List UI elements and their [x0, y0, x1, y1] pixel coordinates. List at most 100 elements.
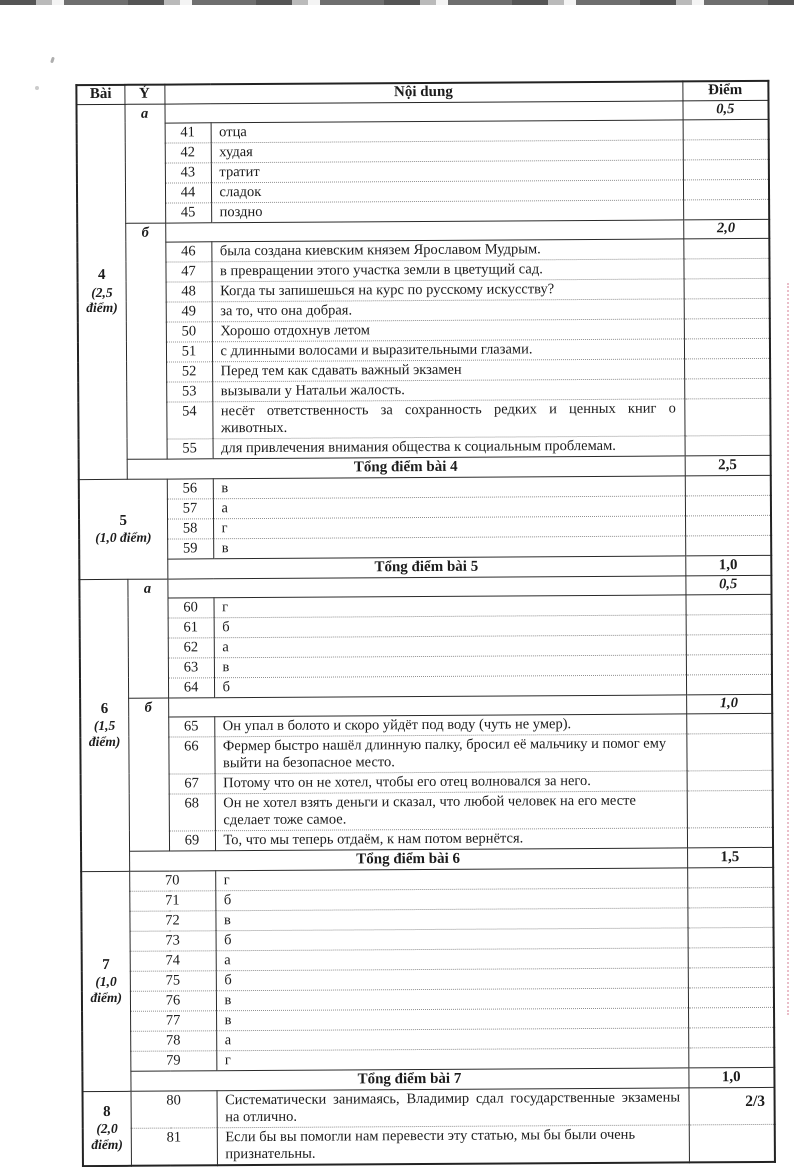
- item-number: 58: [167, 518, 214, 539]
- item-number: 73: [129, 930, 216, 951]
- item-number: 42: [164, 142, 211, 163]
- item-point-cell: [688, 1006, 775, 1028]
- item-number: 65: [168, 716, 215, 737]
- bai-number: 7: [102, 956, 110, 973]
- item-number: 79: [130, 1050, 217, 1071]
- item-point-cell: [685, 613, 772, 635]
- item-point-cell: [687, 906, 774, 928]
- item-number: 63: [167, 657, 214, 678]
- item-text: Систематически занимаясь, Владимир сдал …: [216, 1087, 689, 1128]
- item-number: 67: [168, 773, 215, 794]
- y-part-label: б: [125, 222, 167, 459]
- table-row: 66 Фермер быстро нашёл длинную палку, бро…: [80, 732, 773, 774]
- bai-points-label: (2,5 điểm): [86, 284, 118, 316]
- item-number: 57: [166, 498, 214, 519]
- item-number: 74: [129, 950, 216, 971]
- item-number: 70: [129, 870, 216, 891]
- item-point-cell: [686, 732, 773, 771]
- item-point-cell: [683, 198, 770, 220]
- item-number: 52: [166, 361, 213, 382]
- item-number: 56: [166, 478, 213, 499]
- item-number: 44: [164, 182, 212, 203]
- item-point-cell: [685, 653, 772, 675]
- section-total-score: 2,5: [684, 454, 771, 476]
- item-point-cell: [684, 357, 771, 379]
- item-number: 50: [165, 321, 212, 342]
- answer-key-table: Bài Ý Nội dung Điểm 4 (2,5 điểm) a 0,5 41 отц…: [75, 79, 776, 1167]
- y-part-label: a: [127, 578, 169, 698]
- item-point-cell: [687, 966, 774, 988]
- scan-speck: [50, 56, 55, 64]
- item-point-cell: [685, 633, 772, 655]
- item-point-cell: [683, 257, 770, 279]
- item-point-cell: [683, 317, 770, 339]
- bai-number: 4: [97, 267, 106, 284]
- bai-cell: 7 (1,0 điểm): [81, 870, 131, 1092]
- footer-page-number: 2/3: [745, 1093, 765, 1110]
- item-number: 81: [130, 1127, 217, 1166]
- scanned-sheet: Bài Ý Nội dung Điểm 4 (2,5 điểm) a 0,5 41 отц…: [75, 79, 776, 1167]
- item-point-cell: [684, 474, 771, 496]
- item-number: 68: [168, 793, 215, 831]
- bai-cell: 6 (1,5 điểm): [79, 578, 130, 872]
- item-point-cell: [682, 178, 770, 200]
- item-number: 64: [167, 677, 215, 698]
- item-number: 59: [167, 538, 214, 559]
- scan-artifact-top: [0, 0, 794, 5]
- table-row: 81 Если бы вы помогли нам перевести эту с…: [83, 1123, 775, 1166]
- section-total-score: 1,0: [688, 1066, 775, 1088]
- item-point-cell: [684, 494, 772, 516]
- item-point-cell: [687, 926, 774, 948]
- item-text: Он не хотел взять деньги и сказал, что л…: [214, 790, 687, 831]
- group-score: 2,0: [683, 218, 770, 239]
- item-point-cell: [682, 118, 769, 140]
- item-number: 45: [165, 202, 212, 223]
- item-point-cell: [683, 237, 770, 259]
- item-number: 53: [166, 381, 213, 402]
- item-number: 80: [130, 1090, 217, 1128]
- item-number: 51: [165, 341, 213, 362]
- item-number: 49: [165, 301, 212, 322]
- bai-number: 5: [119, 512, 128, 529]
- item-number: 71: [129, 890, 216, 911]
- bai-points-label: (1,0 điểm): [95, 529, 152, 545]
- item-point-cell: [685, 673, 773, 695]
- group-score: 1,0: [686, 693, 773, 714]
- item-point-cell: [686, 769, 773, 791]
- item-point-cell: [686, 826, 774, 848]
- item-text: несёт ответственность за сохранность ред…: [212, 398, 685, 439]
- item-point-cell: [688, 1123, 775, 1162]
- scan-speck: [35, 86, 39, 90]
- item-number: 61: [167, 617, 214, 638]
- item-number: 54: [166, 401, 213, 439]
- item-number: 75: [129, 970, 216, 991]
- bai-points-label: (2,0 điểm): [91, 1120, 123, 1152]
- header-diem: Điểm: [682, 80, 769, 101]
- item-point-cell: [685, 593, 772, 615]
- item-number: 62: [167, 637, 214, 658]
- item-text: Фермер быстро нашёл длинную палку, броси…: [214, 733, 687, 774]
- item-point-cell: [684, 434, 771, 456]
- item-point-cell: [683, 337, 771, 359]
- item-point-cell: [687, 886, 774, 908]
- item-point-cell: [684, 377, 771, 399]
- item-number: 77: [130, 1010, 217, 1031]
- item-number: 66: [168, 736, 215, 774]
- item-number: 47: [165, 261, 212, 282]
- item-number: 69: [168, 830, 216, 851]
- section-total-score: 1,0: [685, 554, 772, 576]
- bai-cell: 5 (1,0 điểm): [78, 478, 168, 580]
- item-point-cell: [682, 158, 769, 180]
- table-row: 68 Он не хотел взять деньги и сказал, что…: [81, 789, 773, 831]
- item-number: 78: [130, 1030, 217, 1051]
- item-number: 60: [167, 597, 214, 618]
- item-point-cell: [686, 712, 773, 734]
- y-part-label: б: [128, 697, 170, 851]
- item-point-cell: [687, 946, 774, 968]
- item-point-cell: [683, 277, 770, 299]
- header-y: Ý: [124, 84, 165, 104]
- item-point-cell: [686, 789, 773, 828]
- item-point-cell: [688, 1046, 775, 1068]
- item-number: 41: [164, 122, 211, 143]
